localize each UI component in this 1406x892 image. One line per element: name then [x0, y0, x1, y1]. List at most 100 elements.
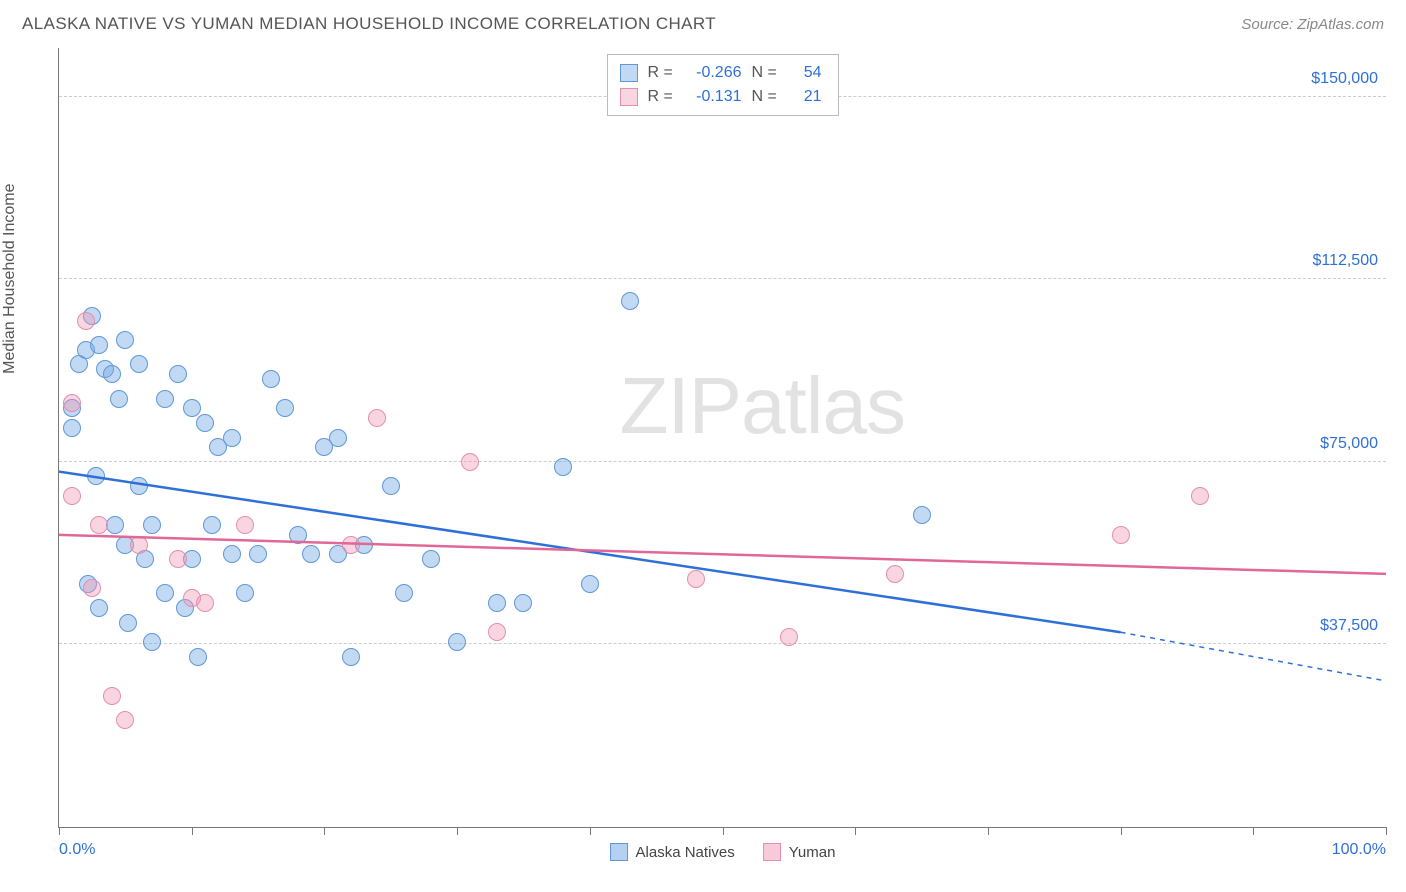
- data-point: [203, 516, 221, 534]
- data-point: [276, 399, 294, 417]
- data-point: [302, 545, 320, 563]
- data-point: [687, 570, 705, 588]
- data-point: [448, 633, 466, 651]
- gridline-h: [59, 461, 1386, 462]
- legend-label: Alaska Natives: [636, 844, 735, 861]
- data-point: [1191, 487, 1209, 505]
- data-point: [110, 390, 128, 408]
- data-point: [130, 477, 148, 495]
- data-point: [581, 575, 599, 593]
- data-point: [130, 536, 148, 554]
- stats-row: R =-0.131N =21: [620, 85, 822, 109]
- data-point: [382, 477, 400, 495]
- data-point: [196, 414, 214, 432]
- data-point: [83, 579, 101, 597]
- x-tick: [590, 827, 591, 835]
- x-tick: [855, 827, 856, 835]
- data-point: [196, 594, 214, 612]
- plot-area: ZIPatlas R =-0.266N =54R =-0.131N =21 0.…: [58, 48, 1386, 828]
- chart-container: Median Household Income ZIPatlas R =-0.2…: [20, 48, 1386, 872]
- data-point: [913, 506, 931, 524]
- x-tick: [59, 827, 60, 835]
- y-tick-label: $37,500: [1314, 617, 1378, 635]
- data-point: [223, 429, 241, 447]
- data-point: [63, 487, 81, 505]
- data-point: [116, 331, 134, 349]
- data-point: [249, 545, 267, 563]
- chart-title: ALASKA NATIVE VS YUMAN MEDIAN HOUSEHOLD …: [22, 14, 716, 34]
- data-point: [103, 687, 121, 705]
- data-point: [395, 584, 413, 602]
- y-tick-label: $112,500: [1306, 252, 1378, 270]
- data-point: [156, 584, 174, 602]
- y-tick-label: $75,000: [1314, 435, 1378, 453]
- data-point: [90, 599, 108, 617]
- data-point: [342, 536, 360, 554]
- data-point: [130, 355, 148, 373]
- data-point: [886, 565, 904, 583]
- legend-item: Yuman: [763, 843, 836, 861]
- data-point: [236, 584, 254, 602]
- x-tick: [723, 827, 724, 835]
- data-point: [554, 458, 572, 476]
- legend-swatch: [763, 843, 781, 861]
- data-point: [169, 365, 187, 383]
- data-point: [156, 390, 174, 408]
- legend-swatch: [620, 64, 638, 82]
- data-point: [87, 467, 105, 485]
- x-axis-max-label: 100.0%: [1332, 841, 1386, 859]
- data-point: [329, 429, 347, 447]
- r-value: -0.266: [684, 61, 742, 85]
- x-tick: [1386, 827, 1387, 835]
- data-point: [236, 516, 254, 534]
- source-attribution: Source: ZipAtlas.com: [1241, 16, 1384, 33]
- data-point: [342, 648, 360, 666]
- data-point: [143, 516, 161, 534]
- legend-label: Yuman: [789, 844, 836, 861]
- data-point: [368, 409, 386, 427]
- x-tick: [988, 827, 989, 835]
- correlation-stats-box: R =-0.266N =54R =-0.131N =21: [607, 54, 839, 116]
- n-value: 21: [792, 85, 822, 109]
- data-point: [780, 628, 798, 646]
- data-point: [262, 370, 280, 388]
- data-point: [90, 336, 108, 354]
- x-tick: [192, 827, 193, 835]
- data-point: [90, 516, 108, 534]
- gridline-h: [59, 278, 1386, 279]
- data-point: [143, 633, 161, 651]
- data-point: [514, 594, 532, 612]
- r-value: -0.131: [684, 85, 742, 109]
- data-point: [63, 394, 81, 412]
- data-point: [621, 292, 639, 310]
- chart-header: ALASKA NATIVE VS YUMAN MEDIAN HOUSEHOLD …: [0, 0, 1406, 46]
- y-axis-label: Median Household Income: [1, 183, 19, 373]
- n-value: 54: [792, 61, 822, 85]
- data-point: [119, 614, 137, 632]
- data-point: [289, 526, 307, 544]
- watermark: ZIPatlas: [620, 360, 905, 452]
- trend-lines: [59, 48, 1386, 827]
- gridline-h: [59, 643, 1386, 644]
- data-point: [223, 545, 241, 563]
- data-point: [1112, 526, 1130, 544]
- data-point: [77, 312, 95, 330]
- x-axis-min-label: 0.0%: [59, 841, 95, 859]
- x-tick: [1253, 827, 1254, 835]
- data-point: [461, 453, 479, 471]
- data-point: [103, 365, 121, 383]
- series-legend: Alaska Natives Yuman: [610, 843, 836, 861]
- y-tick-label: $150,000: [1305, 70, 1378, 88]
- data-point: [189, 648, 207, 666]
- data-point: [488, 623, 506, 641]
- legend-item: Alaska Natives: [610, 843, 735, 861]
- data-point: [488, 594, 506, 612]
- x-tick: [324, 827, 325, 835]
- stats-row: R =-0.266N =54: [620, 61, 822, 85]
- data-point: [422, 550, 440, 568]
- data-point: [106, 516, 124, 534]
- data-point: [116, 711, 134, 729]
- x-tick: [1121, 827, 1122, 835]
- x-tick: [457, 827, 458, 835]
- data-point: [63, 419, 81, 437]
